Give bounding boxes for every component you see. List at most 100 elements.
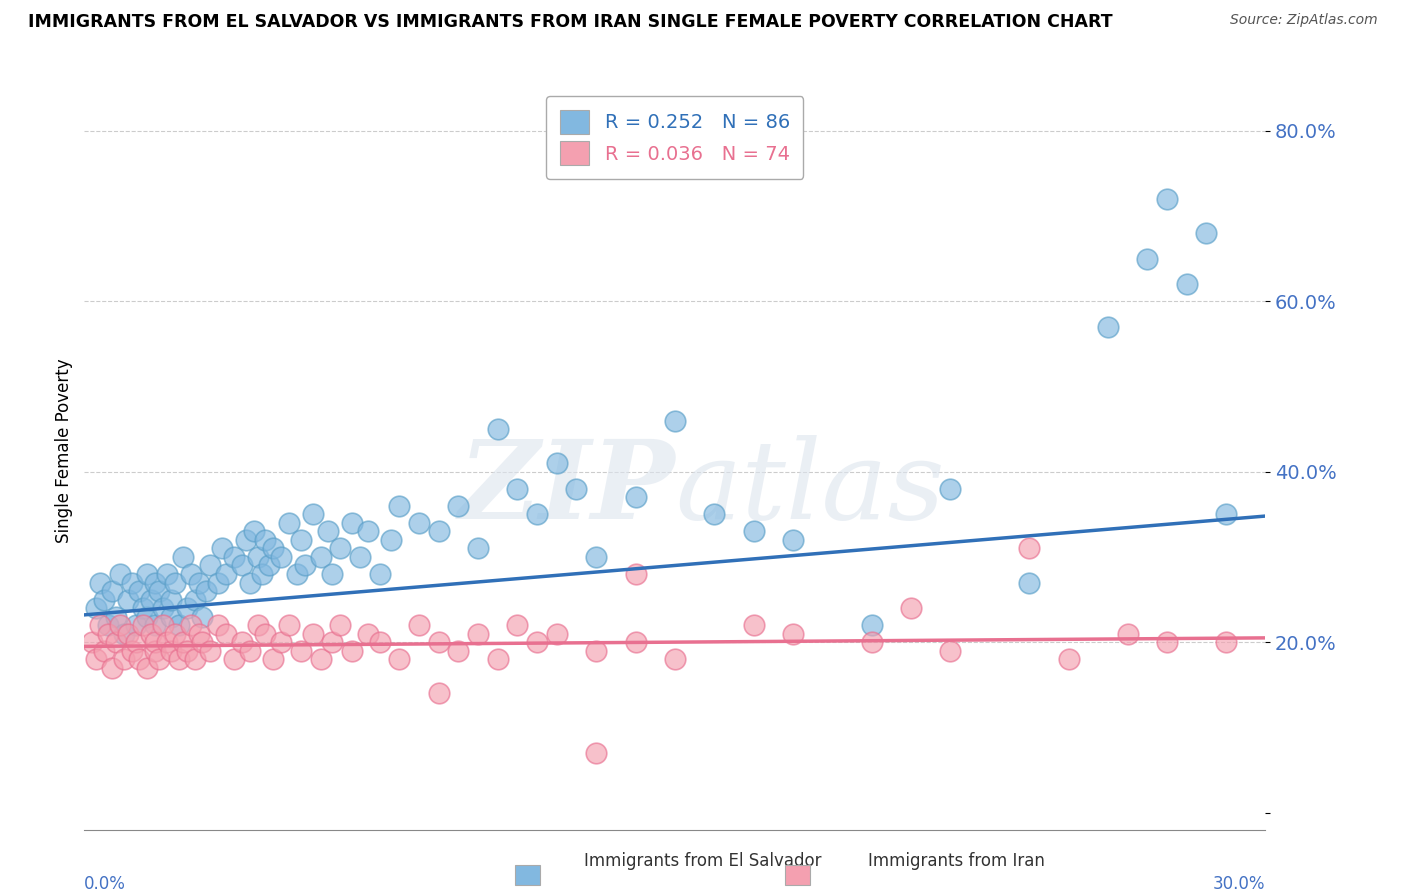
Point	[262, 652, 284, 666]
Point	[101, 661, 124, 675]
Point	[309, 652, 332, 666]
Point	[546, 626, 568, 640]
Legend: R = 0.252   N = 86, R = 0.036   N = 74: R = 0.252 N = 86, R = 0.036 N = 74	[547, 96, 803, 178]
Point	[270, 635, 292, 649]
Point	[112, 626, 135, 640]
Point	[340, 643, 363, 657]
Point	[565, 482, 588, 496]
Text: ZIP: ZIP	[458, 434, 675, 542]
Point	[1057, 652, 1080, 666]
Point	[172, 635, 194, 649]
Text: atlas: atlas	[675, 434, 945, 542]
Point	[207, 575, 229, 590]
Point	[160, 592, 183, 607]
Point	[89, 618, 111, 632]
Point	[408, 516, 430, 530]
Point	[128, 652, 150, 666]
Point	[294, 558, 316, 573]
Text: IMMIGRANTS FROM EL SALVADOR VS IMMIGRANTS FROM IRAN SINGLE FEMALE POVERTY CORREL: IMMIGRANTS FROM EL SALVADOR VS IMMIGRANT…	[28, 13, 1112, 31]
Point	[742, 524, 765, 539]
Point	[104, 635, 127, 649]
Point	[357, 626, 380, 640]
Point	[329, 618, 352, 632]
Point	[84, 601, 107, 615]
Point	[93, 643, 115, 657]
Point	[860, 635, 883, 649]
Point	[148, 584, 170, 599]
Point	[1097, 320, 1119, 334]
Point	[187, 575, 209, 590]
Point	[82, 635, 104, 649]
Point	[141, 626, 163, 640]
Point	[101, 584, 124, 599]
Point	[624, 566, 647, 581]
Point	[742, 618, 765, 632]
Point	[200, 558, 222, 573]
Point	[132, 601, 155, 615]
Point	[329, 541, 352, 556]
Point	[163, 626, 186, 640]
Point	[860, 618, 883, 632]
Point	[117, 592, 139, 607]
Point	[506, 482, 529, 496]
Point	[900, 601, 922, 615]
Point	[278, 516, 301, 530]
Point	[447, 499, 470, 513]
Point	[368, 635, 391, 649]
Point	[290, 643, 312, 657]
Point	[183, 592, 205, 607]
Text: Source: ZipAtlas.com: Source: ZipAtlas.com	[1230, 13, 1378, 28]
Point	[447, 643, 470, 657]
Point	[191, 635, 214, 649]
Point	[163, 575, 186, 590]
Point	[176, 643, 198, 657]
Point	[242, 524, 264, 539]
Point	[231, 635, 253, 649]
Point	[97, 626, 120, 640]
Point	[176, 601, 198, 615]
Point	[309, 549, 332, 564]
Point	[143, 575, 166, 590]
Point	[167, 652, 190, 666]
Point	[191, 609, 214, 624]
Point	[250, 566, 273, 581]
Point	[117, 626, 139, 640]
Point	[1175, 277, 1198, 292]
Point	[1195, 226, 1218, 240]
Point	[585, 643, 607, 657]
Point	[368, 566, 391, 581]
Point	[97, 618, 120, 632]
Point	[1136, 252, 1159, 266]
Point	[152, 618, 174, 632]
Point	[939, 482, 962, 496]
Point	[143, 643, 166, 657]
Point	[467, 541, 489, 556]
Point	[703, 508, 725, 522]
Point	[143, 635, 166, 649]
Point	[321, 566, 343, 581]
Point	[187, 626, 209, 640]
Point	[506, 618, 529, 632]
Point	[486, 652, 509, 666]
Point	[207, 618, 229, 632]
Point	[84, 652, 107, 666]
Point	[215, 566, 238, 581]
Point	[259, 558, 281, 573]
Point	[321, 635, 343, 649]
Point	[349, 549, 371, 564]
Point	[624, 635, 647, 649]
Point	[254, 533, 277, 547]
Point	[180, 618, 202, 632]
Point	[136, 609, 159, 624]
Point	[388, 499, 411, 513]
Point	[340, 516, 363, 530]
Point	[782, 533, 804, 547]
Point	[132, 618, 155, 632]
Point	[1018, 575, 1040, 590]
Point	[388, 652, 411, 666]
Point	[183, 652, 205, 666]
Point	[380, 533, 402, 547]
Point	[546, 456, 568, 470]
Point	[89, 575, 111, 590]
Point	[624, 491, 647, 505]
